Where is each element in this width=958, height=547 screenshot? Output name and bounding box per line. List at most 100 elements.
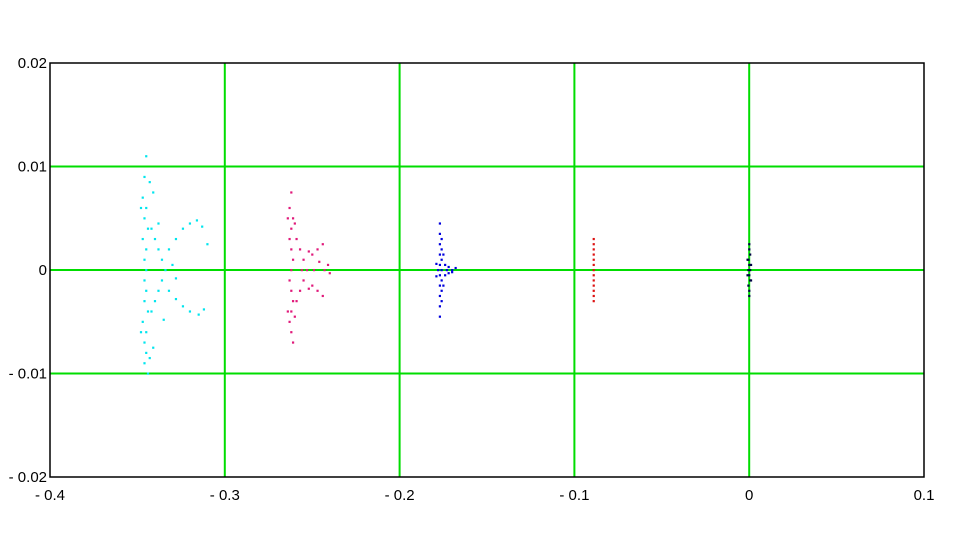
data-point bbox=[157, 248, 160, 251]
data-point bbox=[316, 248, 319, 251]
data-point bbox=[592, 263, 595, 267]
data-point bbox=[148, 181, 151, 184]
x-tick-label: 0.1 bbox=[914, 487, 935, 504]
data-point bbox=[444, 263, 447, 267]
y-tick-label: - 0.01 bbox=[9, 366, 47, 383]
data-point bbox=[454, 266, 457, 270]
data-point bbox=[311, 284, 314, 287]
data-point bbox=[139, 331, 143, 334]
data-point bbox=[748, 263, 751, 267]
data-point bbox=[145, 331, 148, 334]
data-point bbox=[302, 258, 305, 261]
data-point bbox=[167, 289, 171, 292]
data-point bbox=[328, 272, 331, 275]
data-point bbox=[749, 269, 752, 272]
data-point bbox=[143, 362, 146, 365]
data-point bbox=[157, 289, 160, 292]
data-point bbox=[295, 237, 298, 241]
data-point bbox=[181, 305, 185, 308]
data-point bbox=[153, 300, 157, 303]
data-point bbox=[440, 237, 443, 241]
data-point bbox=[749, 263, 753, 267]
data-point bbox=[748, 289, 751, 292]
data-point bbox=[188, 310, 192, 313]
x-tick-label: - 0.1 bbox=[559, 487, 589, 504]
data-point bbox=[438, 294, 442, 298]
data-point bbox=[290, 227, 293, 230]
data-point bbox=[157, 222, 160, 225]
data-point bbox=[440, 258, 443, 261]
data-point bbox=[167, 248, 171, 251]
data-point bbox=[440, 279, 443, 282]
data-point bbox=[592, 269, 595, 272]
data-point bbox=[592, 289, 595, 292]
data-point bbox=[174, 297, 178, 301]
data-point bbox=[307, 287, 310, 290]
data-point bbox=[748, 274, 751, 277]
data-point bbox=[174, 237, 178, 241]
data-point bbox=[438, 253, 442, 256]
data-point bbox=[440, 289, 443, 292]
data-point bbox=[145, 289, 148, 292]
data-point bbox=[326, 263, 330, 267]
y-tick-label: 0 bbox=[39, 262, 47, 279]
data-point bbox=[160, 258, 164, 261]
data-point bbox=[592, 258, 595, 261]
data-point bbox=[290, 331, 293, 334]
data-point bbox=[444, 274, 447, 277]
data-point bbox=[298, 289, 302, 292]
data-point bbox=[438, 222, 442, 225]
data-point bbox=[312, 269, 316, 272]
data-point bbox=[435, 262, 438, 265]
series-2 bbox=[435, 222, 457, 318]
data-point bbox=[438, 315, 442, 318]
data-point bbox=[440, 248, 443, 251]
data-point bbox=[305, 269, 309, 272]
data-point bbox=[146, 372, 150, 375]
data-point bbox=[592, 253, 595, 256]
data-point bbox=[592, 248, 595, 251]
data-point bbox=[438, 232, 442, 235]
data-point bbox=[286, 310, 289, 313]
series-3 bbox=[592, 237, 595, 303]
data-point bbox=[447, 272, 450, 275]
data-point bbox=[146, 227, 150, 230]
data-point bbox=[143, 217, 146, 220]
data-point bbox=[148, 356, 151, 360]
data-point bbox=[442, 253, 445, 256]
data-point bbox=[749, 253, 752, 256]
data-point bbox=[311, 253, 314, 256]
data-point bbox=[141, 196, 144, 199]
data-point bbox=[748, 243, 751, 246]
data-point bbox=[202, 308, 206, 311]
data-point bbox=[321, 243, 324, 246]
data-point bbox=[143, 279, 146, 282]
y-tick-label: 0.02 bbox=[18, 55, 47, 72]
data-point bbox=[293, 315, 296, 318]
data-point bbox=[592, 279, 595, 282]
y-tick-label: 0.01 bbox=[18, 159, 47, 176]
data-point bbox=[143, 341, 146, 344]
data-point bbox=[143, 258, 146, 261]
data-point bbox=[447, 265, 450, 269]
data-point bbox=[206, 243, 209, 246]
data-point bbox=[152, 191, 155, 194]
data-point bbox=[316, 289, 319, 292]
data-point bbox=[141, 320, 144, 323]
data-point bbox=[291, 300, 295, 303]
data-point bbox=[293, 222, 296, 225]
data-point bbox=[152, 346, 155, 349]
data-point bbox=[748, 294, 751, 298]
data-point bbox=[592, 274, 595, 277]
data-point bbox=[307, 250, 310, 253]
series-1 bbox=[286, 191, 331, 344]
data-point bbox=[164, 269, 167, 272]
data-point bbox=[300, 269, 303, 272]
series-0 bbox=[139, 155, 209, 375]
data-point bbox=[445, 269, 448, 272]
data-point bbox=[290, 191, 293, 194]
data-point bbox=[747, 284, 750, 287]
data-point bbox=[288, 320, 291, 323]
data-point bbox=[298, 248, 302, 251]
data-point bbox=[290, 248, 293, 251]
